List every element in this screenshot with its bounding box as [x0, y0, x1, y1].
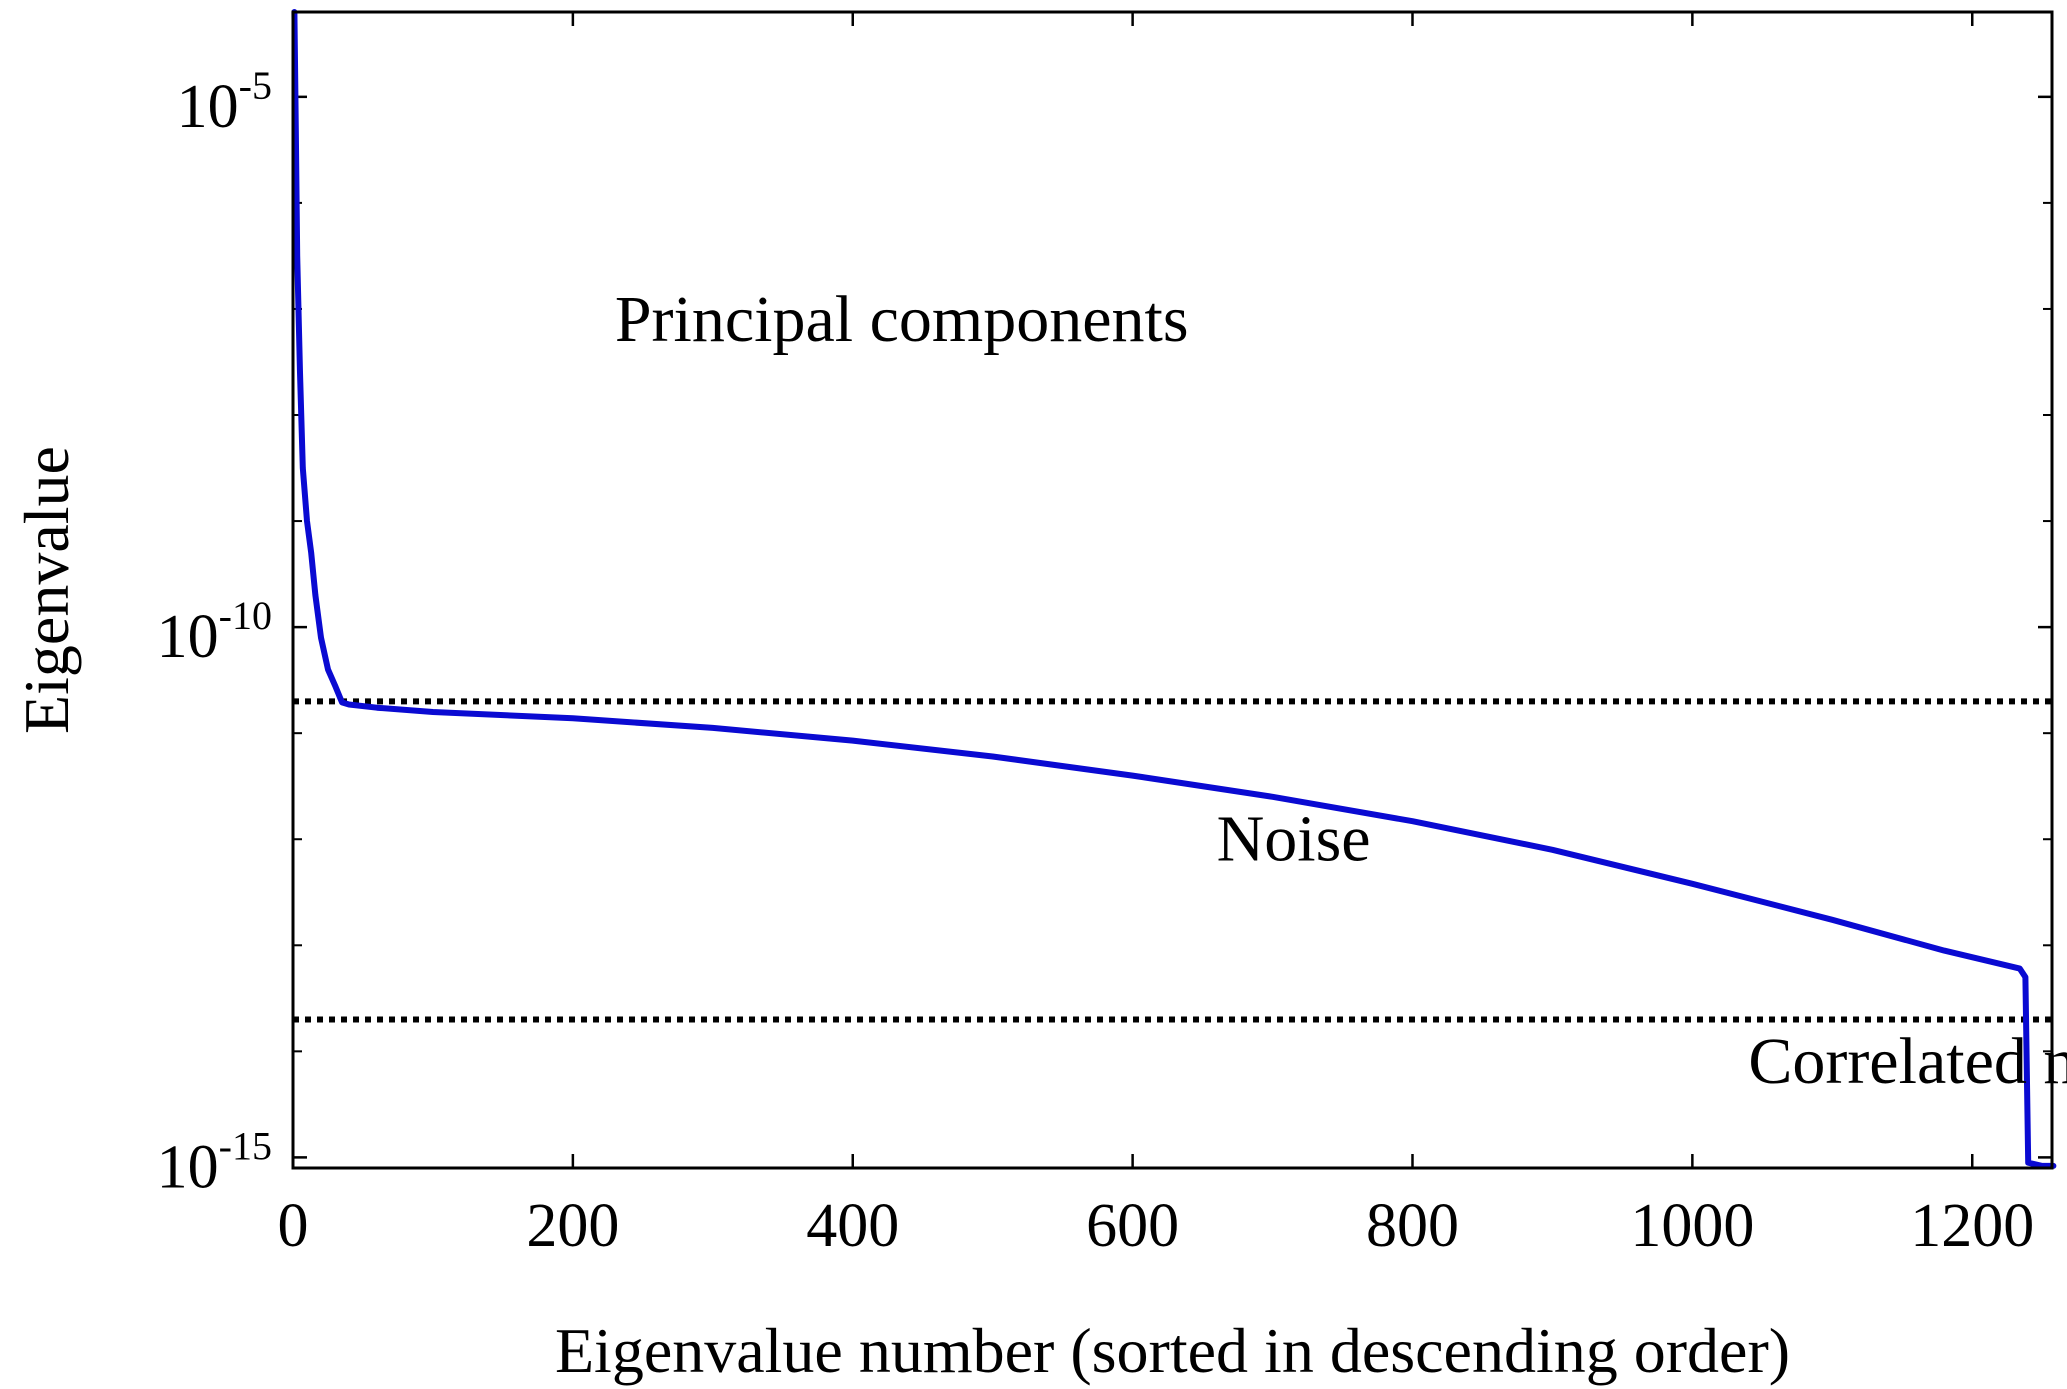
x-tick-label: 1000: [1630, 1192, 1754, 1260]
x-tick-label: 0: [278, 1192, 309, 1260]
x-tick-label: 200: [526, 1192, 619, 1260]
region-annotation: Correlated noise: [1748, 1025, 2067, 1098]
x-tick-label: 800: [1366, 1192, 1459, 1260]
y-tick-label: 10-15: [157, 1123, 272, 1201]
x-tick-label: 1200: [1910, 1192, 2034, 1260]
y-tick-label: 10-10: [157, 593, 272, 671]
region-annotation: Noise: [1217, 802, 1371, 875]
label-layer: 0 200 400 600 800 1000 1200 10-5 10-10 10-15 Princ…: [157, 63, 2067, 1260]
plot-frame: [291, 10, 2054, 1170]
threshold-layer: [293, 698, 2052, 1023]
x-axis-title: Eigenvalue number (sorted in descending …: [555, 1315, 1790, 1386]
series-layer: [291, 9, 2057, 1169]
tick-layer: [291, 12, 2052, 1168]
region-annotation: Principal components: [615, 283, 1189, 356]
x-tick-label: 400: [806, 1192, 899, 1260]
x-tick-label: 600: [1086, 1192, 1179, 1260]
y-axis-title: Eigenvalue: [11, 446, 82, 734]
eigenvalue-line: [291, 9, 2057, 1169]
y-tick-label: 10-5: [177, 63, 272, 141]
